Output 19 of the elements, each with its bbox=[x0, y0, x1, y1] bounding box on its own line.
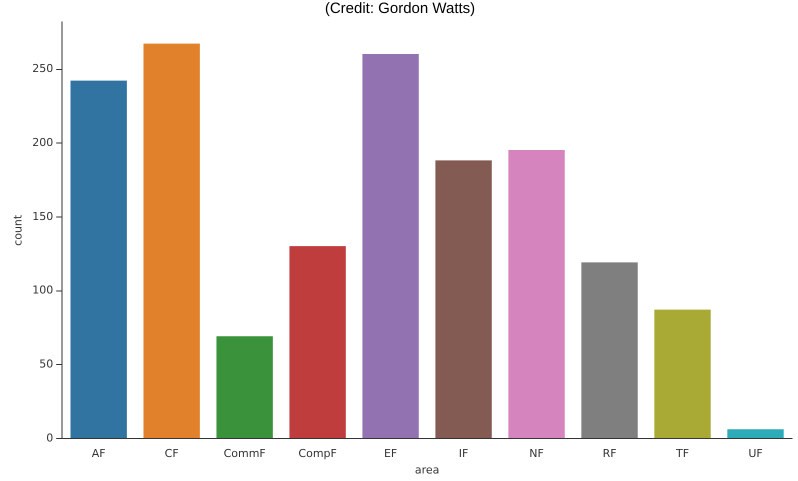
x-tick-label: UF bbox=[748, 447, 763, 460]
chart-title: (Credit: Gordon Watts) bbox=[324, 0, 476, 18]
x-tick-label: RF bbox=[602, 447, 617, 460]
y-tick-label: 0 bbox=[46, 431, 54, 444]
x-tick-label: CompF bbox=[298, 447, 337, 460]
x-tick-label: AF bbox=[92, 447, 106, 460]
y-tick-label: 50 bbox=[39, 358, 54, 371]
x-tick-label: CommF bbox=[224, 447, 266, 460]
x-tick-label: EF bbox=[384, 447, 398, 460]
x-tick-label: IF bbox=[458, 447, 468, 460]
y-tick-label: 100 bbox=[32, 284, 54, 297]
y-tick-label: 200 bbox=[32, 136, 54, 149]
x-tick-label: NF bbox=[529, 447, 544, 460]
y-axis-title: count bbox=[11, 214, 24, 246]
y-tick-label: 250 bbox=[32, 62, 54, 76]
y-tick-label: 150 bbox=[32, 210, 54, 223]
x-tick-label: TF bbox=[675, 447, 690, 460]
x-axis-title: area bbox=[414, 463, 440, 476]
x-tick-label: CF bbox=[164, 447, 179, 460]
